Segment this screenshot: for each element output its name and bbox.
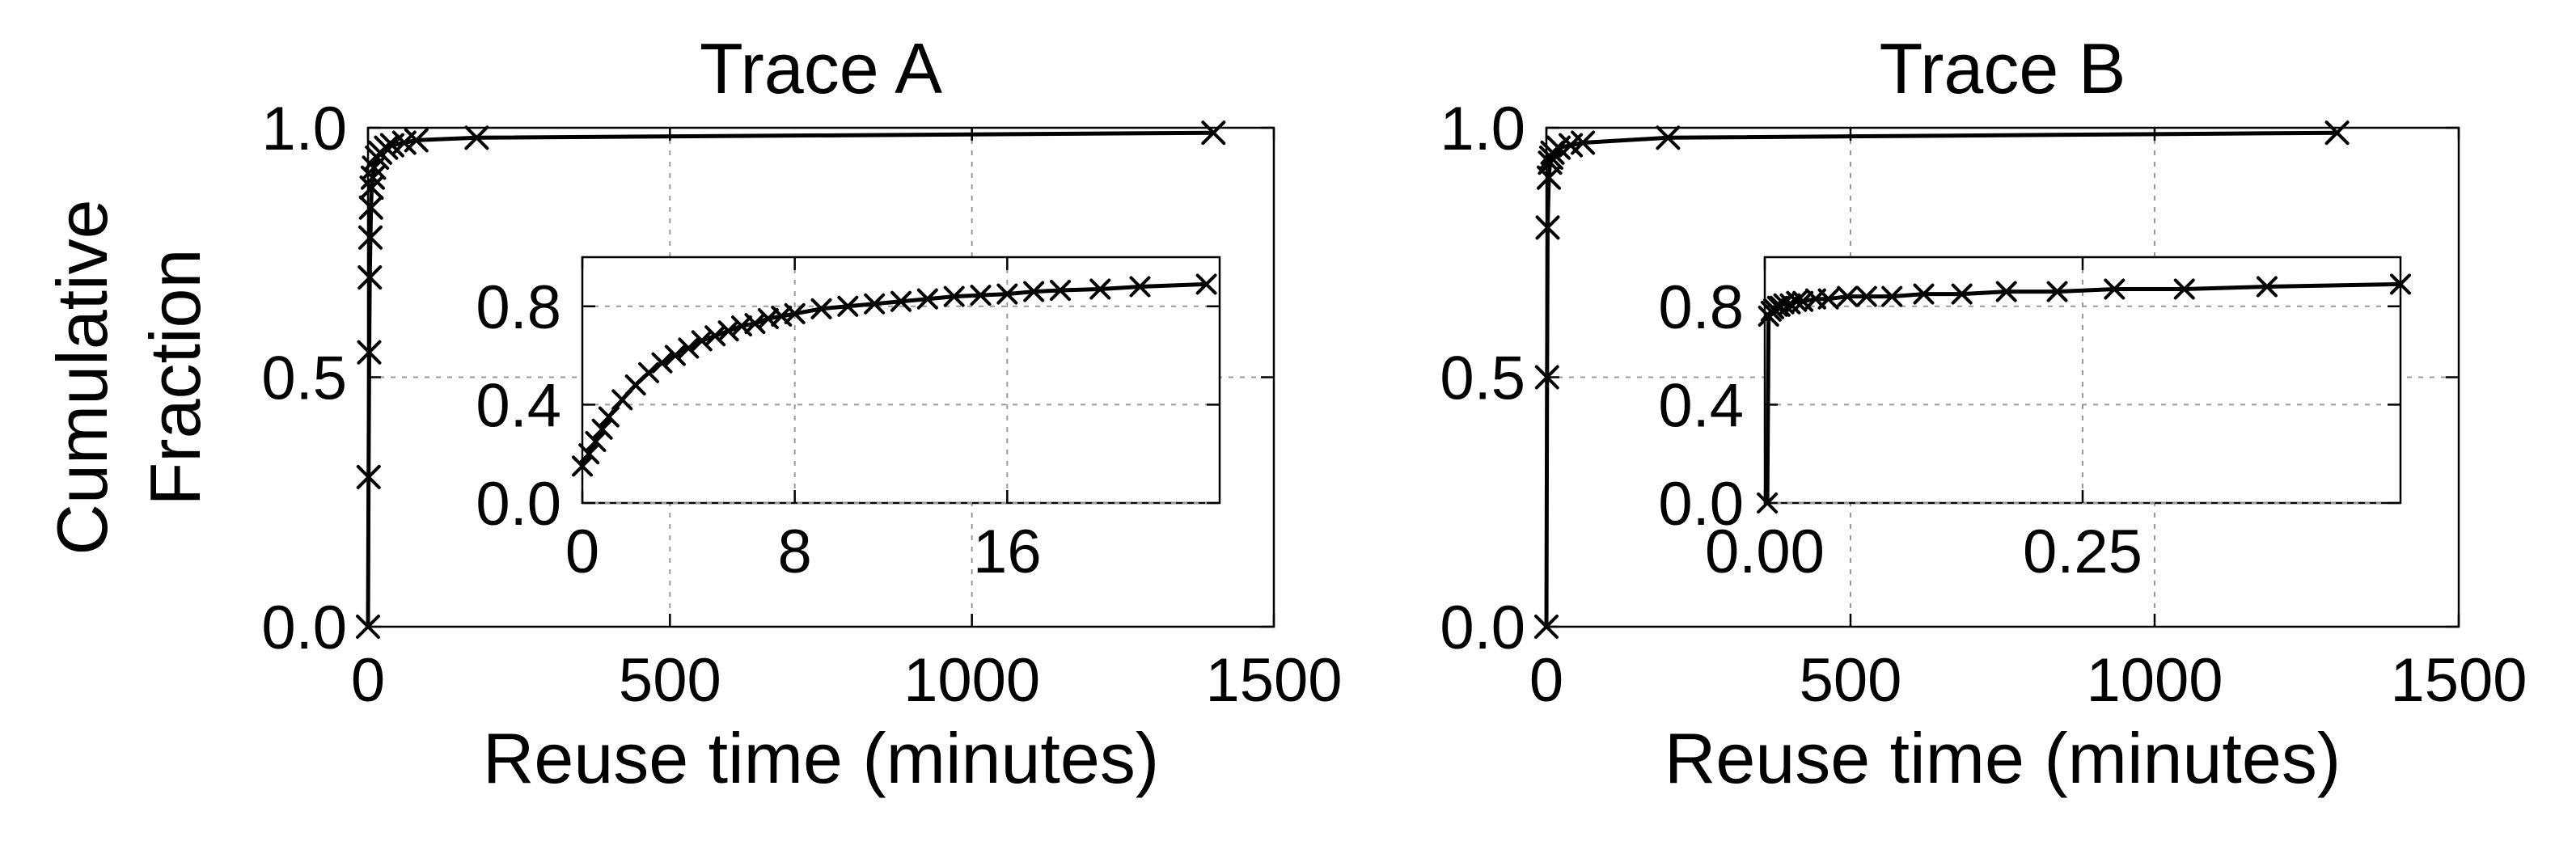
trace-a-inset-point-8: [651, 352, 673, 374]
trace-a-point-3: [357, 265, 383, 290]
trace-b-point-0: [1534, 615, 1559, 639]
trace-a-inset-point-24: [943, 285, 965, 307]
trace-a-point-7: [360, 165, 385, 190]
trace-a-ylabel-line-1: Fraction: [135, 249, 215, 506]
trace-b-inset-point-21: [2256, 276, 2278, 298]
trace-b-xtick-label-0: 0: [1529, 646, 1563, 715]
trace-b-inset-point-19: [2104, 278, 2126, 300]
trace-a-point-15: [464, 125, 489, 150]
trace-a-inset-point-23: [916, 288, 938, 310]
trace-a-ytick-label-0: 0.0: [261, 594, 347, 662]
trace-a-point-2: [357, 340, 382, 365]
trace-a-inset-point-18: [784, 302, 806, 324]
trace-a-inset-point-30: [1129, 276, 1151, 298]
trace-b-inset-ytick-label-2: 0.8: [1658, 273, 1744, 342]
trace-b-inset-point-13: [1855, 285, 1877, 307]
trace-b-inset-point-17: [1995, 281, 2017, 302]
trace-b-inset-point-12: [1837, 285, 1859, 307]
panel-trace-b: 0 500 1000 1500 0.0 0.5 1.0 Trace B Reuse time (…: [1440, 28, 2527, 798]
trace-b-xtick-label-1: 500: [1800, 646, 1902, 715]
trace-b-point-5: [1539, 146, 1564, 171]
trace-a-xtick-label-0: 0: [351, 646, 385, 715]
trace-b-inset-xtick-label-1: 0.25: [2023, 518, 2142, 586]
trace-a-inset-point-22: [890, 290, 912, 312]
trace-a-xtick-label-2: 1000: [903, 646, 1040, 715]
trace-b-xlabel: Reuse time (minutes): [1664, 718, 2341, 798]
trace-b-xtick-label-2: 1000: [2086, 646, 2223, 715]
trace-a-point-14: [404, 128, 429, 153]
trace-a-inset-point-28: [1050, 280, 1071, 302]
trace-b-inset-point-11: [1817, 288, 1839, 310]
trace-b-inset-point-16: [1951, 283, 1973, 305]
trace-a-xtick-label-3: 1500: [1205, 646, 1342, 715]
trace-b-point-11: [2324, 120, 2350, 146]
trace-a-inset-point-9: [664, 344, 686, 366]
trace-b-inset-point-0: [1757, 492, 1779, 513]
trace-a-ytick-label-1: 0.5: [261, 344, 347, 413]
trace-a-inset-ytick-label-1: 0.4: [476, 371, 561, 440]
trace-b-point-10: [1656, 125, 1681, 150]
trace-a-inset-point-15: [744, 313, 766, 335]
trace-a-inset-point-10: [678, 337, 700, 359]
trace-b-inset-ytick-label-1: 0.4: [1658, 371, 1744, 440]
trace-a-inset-point-25: [970, 285, 992, 306]
trace-a-inset-frame: [581, 256, 1221, 505]
trace-b-inset: 0.00 0.25 0.0 0.4 0.8: [1658, 256, 2411, 586]
trace-a-inset-ytick-label-0: 0.0: [476, 470, 561, 539]
trace-a-inset: 0 8 16 0.0 0.4 0.8: [476, 256, 1221, 586]
trace-a-inset-point-21: [864, 293, 886, 315]
trace-a-inset-point-20: [837, 295, 859, 317]
trace-a-inset-point-11: [691, 330, 713, 352]
trace-a-inset-xtick-label-1: 8: [778, 518, 812, 586]
trace-a-title: Trace A: [700, 28, 942, 108]
trace-a-inset-point-12: [704, 325, 726, 347]
trace-a-point-16: [1201, 120, 1226, 146]
panel-trace-a: 0 500 1000 1500 0.0 0.5 1.0 Trace A Reuse time (…: [42, 28, 1343, 798]
trace-a-point-5: [358, 195, 383, 220]
trace-b-point-9: [1571, 130, 1596, 155]
trace-a-inset-ytick-label-2: 0.8: [476, 273, 561, 342]
trace-a-inset-point-27: [1023, 281, 1045, 302]
trace-a-inset-point-26: [996, 283, 1018, 305]
trace-b-inset-point-8: [1786, 290, 1808, 312]
trace-a-point-1: [356, 464, 381, 489]
trace-a-inset-point-3: [591, 418, 613, 440]
trace-b-inset-point-14: [1881, 285, 1903, 307]
trace-b-title: Trace B: [1880, 28, 2126, 108]
trace-b-inset-ytick-label-0: 0.0: [1658, 470, 1744, 539]
trace-a-point-0: [356, 615, 380, 639]
trace-a-inset-xtick-label-2: 16: [973, 518, 1042, 586]
trace-a-inset-point-2: [585, 431, 607, 452]
trace-a-inset-xtick-label-0: 0: [565, 518, 599, 586]
trace-a-xtick-label-1: 500: [619, 646, 721, 715]
trace-a-inset-point-19: [810, 298, 832, 319]
trace-a-inset-point-1: [578, 443, 600, 465]
trace-a-ylabel-line-0: Cumulative: [42, 199, 122, 555]
trace-b-inset-xtick-label-0: 0.00: [1705, 518, 1825, 586]
trace-a-ytick-label-2: 1.0: [261, 95, 347, 163]
trace-b-ytick-label-1: 0.5: [1440, 344, 1525, 413]
trace-b-inset-point-18: [2046, 281, 2068, 302]
trace-a-point-6: [359, 175, 384, 201]
trace-a-inset-point-7: [638, 361, 660, 383]
trace-a-point-4: [357, 225, 383, 250]
trace-a-xlabel: Reuse time (minutes): [483, 718, 1159, 798]
trace-b-inset-point-22: [2390, 273, 2411, 295]
trace-a-inset-point-13: [717, 320, 739, 342]
trace-a-inset-point-0: [572, 455, 593, 477]
trace-b-inset-point-20: [2173, 278, 2195, 300]
trace-b-ytick-label-0: 0.0: [1440, 594, 1525, 662]
trace-b-point-1: [1534, 365, 1559, 390]
trace-b-point-2: [1535, 215, 1560, 240]
trace-b-xtick-label-3: 1500: [2390, 646, 2527, 715]
trace-b-inset-point-15: [1913, 283, 1935, 305]
trace-a-inset-point-31: [1195, 273, 1217, 295]
trace-b-ytick-label-2: 1.0: [1440, 95, 1525, 163]
trace-a-inset-point-4: [598, 406, 620, 428]
trace-a-inset-point-29: [1089, 278, 1111, 300]
